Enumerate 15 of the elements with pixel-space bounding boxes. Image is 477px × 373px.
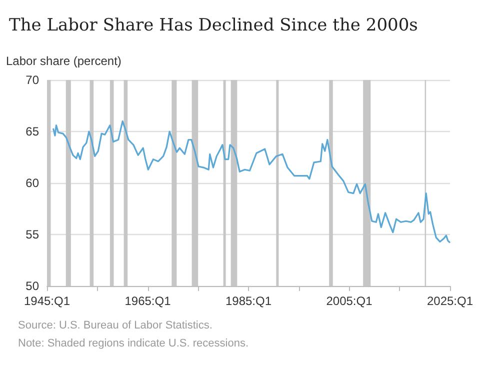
x-tick-label: 1945:Q1 — [24, 294, 70, 308]
y-tick-label: 65 — [26, 124, 40, 138]
line-series — [52, 120, 451, 244]
x-tick-label: 1965:Q1 — [124, 294, 172, 308]
x-tick-label: 1985:Q1 — [225, 294, 272, 308]
text: Note: Shaded regions indicate U.S. recessions. — [18, 338, 249, 350]
chart-title: The Labor Share Has Declined Since the 2000s — [9, 16, 418, 36]
x-tick-label: 2025:Q1 — [426, 294, 474, 308]
y-tick-label: 55 — [26, 228, 40, 242]
y-tick-label: 50 — [26, 279, 40, 293]
y-axis-title: Labor share (percent) — [6, 54, 122, 68]
y-tick-label: 60 — [26, 176, 40, 190]
source-note: Source: U.S. Bureau of Labor Statistics. — [18, 320, 212, 332]
y-tick-label: 70 — [26, 73, 40, 87]
x-tick-label: 2005:Q1 — [326, 294, 373, 308]
